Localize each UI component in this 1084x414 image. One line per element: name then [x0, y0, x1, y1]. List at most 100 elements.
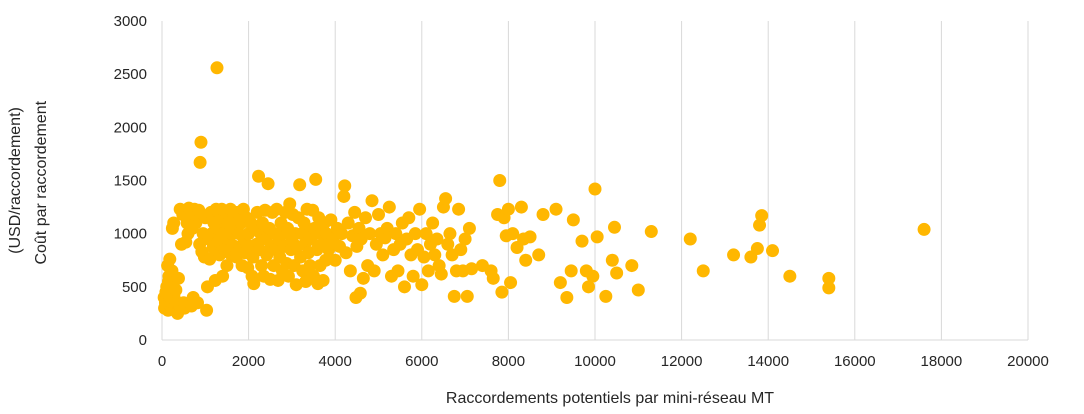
data-point — [194, 135, 208, 149]
data-point — [415, 278, 429, 292]
data-point — [452, 202, 466, 216]
data-point — [465, 262, 479, 276]
y-tick-labels: 0 500 1000 1500 2000 2500 3000 — [114, 13, 147, 349]
y-tick-label: 2000 — [114, 119, 147, 136]
data-point — [348, 205, 362, 219]
y-tick-label: 500 — [122, 279, 147, 296]
data-point — [339, 246, 353, 260]
data-point — [417, 250, 431, 264]
x-tick-label: 14000 — [747, 353, 789, 370]
data-point — [193, 155, 207, 169]
data-point — [460, 289, 474, 303]
data-point — [363, 227, 377, 241]
y-tick-label: 1500 — [114, 173, 147, 190]
data-point — [553, 276, 567, 290]
data-point — [220, 259, 234, 273]
data-point — [402, 211, 416, 225]
data-point — [607, 220, 621, 234]
data-point — [365, 194, 379, 208]
data-point — [434, 267, 448, 281]
y-axis-title: Coût par raccordement (USD/raccordement) — [7, 96, 50, 264]
data-point — [564, 264, 578, 278]
data-point — [397, 280, 411, 294]
data-point — [163, 252, 177, 266]
data-point — [341, 216, 355, 230]
x-tick-label: 18000 — [921, 353, 963, 370]
data-point — [727, 248, 741, 262]
data-point — [367, 264, 381, 278]
data-point — [493, 174, 507, 187]
data-point — [590, 230, 604, 244]
data-point — [822, 281, 836, 295]
data-point — [328, 253, 342, 267]
data-point — [430, 232, 444, 246]
data-point — [406, 269, 420, 283]
data-point — [447, 289, 461, 303]
data-point — [504, 276, 518, 290]
data-point — [303, 259, 317, 273]
x-tick-label: 8000 — [492, 353, 525, 370]
data-point — [338, 179, 352, 193]
data-point — [560, 290, 574, 304]
data-point — [822, 271, 836, 285]
x-tick-label: 12000 — [661, 353, 703, 370]
y-tick-label: 2500 — [114, 66, 147, 83]
data-point — [382, 200, 396, 214]
y-axis-title-line2: (USD/raccordement) — [7, 107, 24, 254]
data-point — [428, 248, 442, 262]
data-point — [783, 269, 797, 283]
data-point — [683, 232, 697, 246]
data-point — [625, 259, 639, 273]
data-point — [352, 221, 366, 235]
data-point — [335, 227, 349, 241]
data-point — [372, 208, 385, 222]
y-tick-label: 1000 — [114, 226, 147, 243]
data-point — [216, 269, 230, 283]
data-point — [917, 222, 931, 236]
y-tick-label: 3000 — [114, 13, 147, 30]
data-point — [309, 172, 323, 186]
data-point — [549, 202, 563, 216]
data-point — [421, 264, 435, 278]
data-point — [458, 232, 472, 246]
data-point — [462, 221, 476, 235]
data-point — [167, 216, 181, 230]
data-point — [506, 227, 520, 241]
data-point — [495, 285, 509, 299]
data-point — [523, 230, 537, 244]
grid-lines — [161, 21, 1029, 341]
data-point — [426, 216, 440, 230]
data-point — [337, 189, 351, 203]
data-point — [247, 277, 261, 291]
data-points — [157, 61, 931, 320]
data-point — [582, 280, 596, 294]
y-axis-title-line1: Coût par raccordement — [33, 100, 50, 264]
data-point — [304, 232, 318, 246]
x-axis-title: Raccordements potentiels par mini-réseau… — [446, 390, 774, 407]
data-point — [171, 271, 185, 285]
data-point — [413, 202, 427, 216]
data-point — [169, 283, 183, 297]
data-point — [261, 177, 275, 191]
data-point — [391, 264, 405, 278]
data-point — [586, 269, 600, 283]
x-tick-label: 0 — [158, 353, 166, 370]
data-point — [755, 209, 769, 223]
data-point — [353, 286, 367, 300]
data-point — [575, 234, 589, 248]
data-point — [519, 253, 533, 267]
x-tick-label: 4000 — [319, 353, 352, 370]
data-point — [281, 269, 295, 283]
data-point — [283, 197, 297, 211]
data-point — [356, 271, 370, 285]
data-point — [203, 252, 217, 266]
x-tick-label: 20000 — [1007, 353, 1049, 370]
data-point — [252, 169, 266, 183]
data-point — [200, 303, 214, 317]
data-point — [389, 227, 403, 241]
data-point — [419, 227, 433, 241]
data-point — [501, 202, 515, 216]
data-point — [316, 273, 330, 287]
x-tick-labels: 0 2000 4000 6000 8000 10000 12000 14000 16000 180… — [158, 353, 1049, 370]
